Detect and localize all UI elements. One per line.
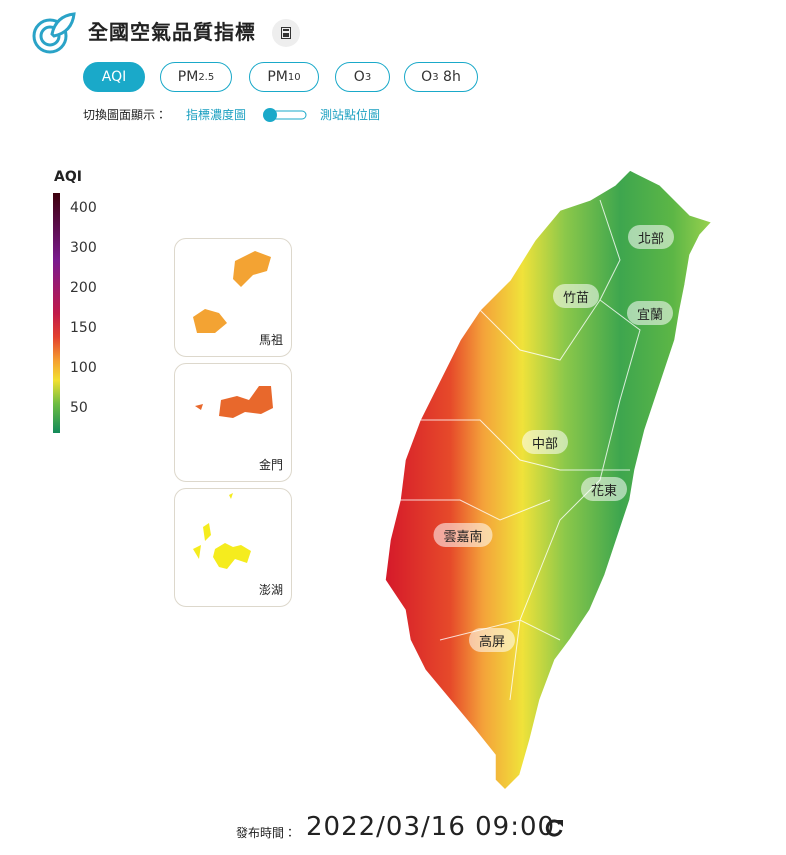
inset-map bbox=[195, 386, 273, 418]
calculator-icon bbox=[281, 27, 291, 39]
toggle-switch[interactable] bbox=[262, 107, 308, 123]
publish-label: 發布時間： bbox=[236, 826, 297, 840]
tab[interactable]: AQI bbox=[83, 62, 145, 92]
inset-label: 澎湖 bbox=[258, 583, 283, 597]
region-label: 竹苗 bbox=[552, 284, 600, 308]
inset-label: 金門 bbox=[258, 458, 283, 472]
region-label: 高屏 bbox=[468, 628, 516, 652]
tab-label: O bbox=[421, 69, 433, 85]
tab-sub: 10 bbox=[287, 71, 301, 83]
inset-label: 馬祖 bbox=[258, 333, 283, 347]
tab-sub: 3 bbox=[432, 71, 439, 83]
calculator-button[interactable] bbox=[272, 19, 300, 47]
legend-tick-label: 400 bbox=[70, 200, 97, 216]
logo bbox=[32, 12, 76, 54]
toggle-label: 切換圖面顯示： bbox=[83, 108, 168, 122]
legend-tick-label: 100 bbox=[70, 360, 97, 376]
region-label: 花東 bbox=[580, 477, 628, 501]
tab[interactable]: PM 2.5 bbox=[160, 62, 232, 92]
legend-title: AQI bbox=[54, 169, 82, 185]
title: 全國空氣品質指標 bbox=[88, 20, 256, 44]
tab-sub: 2.5 bbox=[198, 71, 215, 83]
region-label: 中部 bbox=[521, 430, 569, 454]
region-label: 北部 bbox=[627, 225, 675, 249]
legend-tick-label: 50 bbox=[70, 400, 88, 416]
toggle-option[interactable]: 測站點位圖 bbox=[320, 108, 381, 122]
inset-kinmen: 金門 bbox=[174, 363, 292, 482]
region-label: 雲嘉南 bbox=[433, 523, 493, 547]
tab-label: PM bbox=[177, 69, 199, 85]
inset-map bbox=[193, 251, 271, 333]
inset-map bbox=[193, 493, 251, 569]
refresh-button[interactable] bbox=[543, 817, 565, 839]
tab[interactable]: PM 10 bbox=[249, 62, 319, 92]
publish-time: 2022/03/16 09:00 bbox=[306, 812, 556, 842]
region-label: 宜蘭 bbox=[626, 301, 674, 325]
inset-penghu: 澎湖 bbox=[174, 488, 292, 607]
tab-label: O bbox=[353, 69, 365, 85]
legend-tick-label: 150 bbox=[70, 320, 97, 336]
legend-tick-label: 200 bbox=[70, 280, 97, 296]
legend-tick-label: 300 bbox=[70, 240, 97, 256]
tab-sub: 3 bbox=[364, 71, 372, 83]
tab-label: AQI bbox=[101, 69, 127, 85]
inset-matsu: 馬祖 bbox=[174, 238, 292, 357]
legend-bar bbox=[53, 193, 60, 433]
toggle-option[interactable]: 指標濃度圖 bbox=[186, 108, 247, 122]
tab-suffix: 8h bbox=[443, 69, 461, 85]
tab-label: PM bbox=[267, 69, 288, 85]
